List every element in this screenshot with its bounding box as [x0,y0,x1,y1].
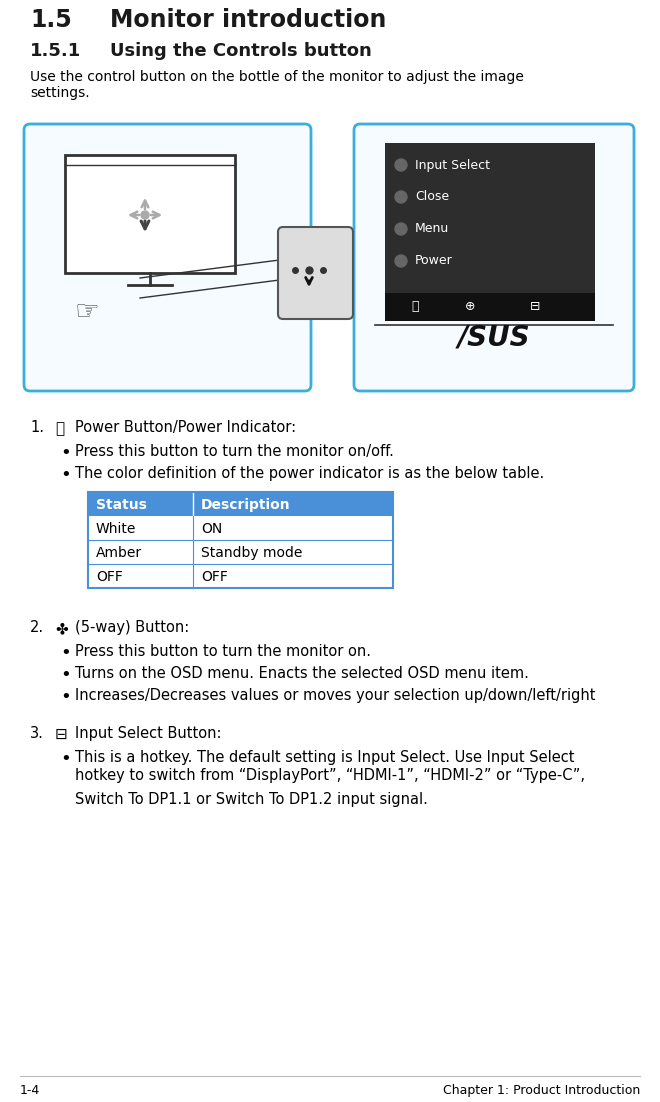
Text: 3.: 3. [30,726,44,741]
Text: ⏻: ⏻ [411,301,418,313]
Text: hotkey to switch from “DisplayPort”, “HDMI-1”, “HDMI-2” or “Type-C”,: hotkey to switch from “DisplayPort”, “HD… [75,768,585,784]
Text: 1.: 1. [30,420,44,435]
Text: •: • [60,644,71,662]
FancyBboxPatch shape [278,227,353,318]
Text: •: • [60,666,71,684]
Circle shape [395,255,407,267]
Bar [88,516,193,540]
Bar [88,491,393,588]
Text: 1.5.1: 1.5.1 [30,42,81,60]
Text: ✤: ✤ [55,622,68,636]
Circle shape [141,210,149,219]
Text: Chapter 1: Product Introduction: Chapter 1: Product Introduction [443,1084,640,1096]
Text: ⏻: ⏻ [55,421,64,436]
Bar [385,293,595,321]
Text: Monitor introduction: Monitor introduction [110,8,386,32]
Text: settings.: settings. [30,86,90,100]
Text: •: • [60,466,71,484]
Bar [193,564,393,588]
Bar [193,540,393,564]
Text: 1-4: 1-4 [20,1084,40,1096]
Text: Amber: Amber [96,545,142,560]
Circle shape [395,191,407,203]
Text: ON: ON [201,522,222,536]
Bar [88,540,193,564]
Text: (5-way) Button:: (5-way) Button: [75,620,189,635]
Text: Close: Close [415,191,449,204]
FancyBboxPatch shape [354,125,634,391]
Circle shape [395,223,407,235]
Text: Power: Power [415,255,453,268]
Bar [193,491,393,516]
Bar [88,564,193,588]
Text: •: • [60,688,71,706]
Text: Press this button to turn the monitor on.: Press this button to turn the monitor on… [75,644,371,659]
Text: Status: Status [96,498,147,512]
Text: 1.5: 1.5 [30,8,72,32]
Text: •: • [60,750,71,768]
Text: Menu: Menu [415,223,449,236]
Text: /SUS: /SUS [457,324,531,352]
Bar [193,516,393,540]
Text: OFF: OFF [96,570,123,584]
FancyBboxPatch shape [24,125,311,391]
Text: This is a hotkey. The default setting is Input Select. Use Input Select: This is a hotkey. The default setting is… [75,750,574,765]
Text: Description: Description [201,498,290,512]
Text: ⊟: ⊟ [55,727,68,742]
Text: Power Button/Power Indicator:: Power Button/Power Indicator: [75,420,296,435]
Text: Turns on the OSD menu. Enacts the selected OSD menu item.: Turns on the OSD menu. Enacts the select… [75,666,529,681]
Text: Using the Controls button: Using the Controls button [110,42,372,60]
Text: ⊟: ⊟ [530,301,541,313]
Circle shape [395,159,407,171]
Text: Use the control button on the bottle of the monitor to adjust the image: Use the control button on the bottle of … [30,71,524,84]
Text: Press this button to turn the monitor on/off.: Press this button to turn the monitor on… [75,444,394,460]
Bar [385,143,595,293]
Text: 2.: 2. [30,620,44,635]
Bar [65,155,235,273]
Text: The color definition of the power indicator is as the below table.: The color definition of the power indica… [75,466,544,480]
Text: Switch To DP1.1 or Switch To DP1.2 input signal.: Switch To DP1.1 or Switch To DP1.2 input… [75,792,428,807]
Text: •: • [60,444,71,462]
Text: White: White [96,522,137,536]
Text: Input Select Button:: Input Select Button: [75,726,222,741]
Bar [88,491,193,516]
Text: ⊕: ⊕ [465,301,475,313]
Text: Input Select: Input Select [415,159,490,172]
Text: ☞: ☞ [75,298,100,326]
Text: OFF: OFF [201,570,228,584]
Text: Increases/Decreases values or moves your selection up/down/left/right: Increases/Decreases values or moves your… [75,688,595,703]
Text: Standby mode: Standby mode [201,545,302,560]
